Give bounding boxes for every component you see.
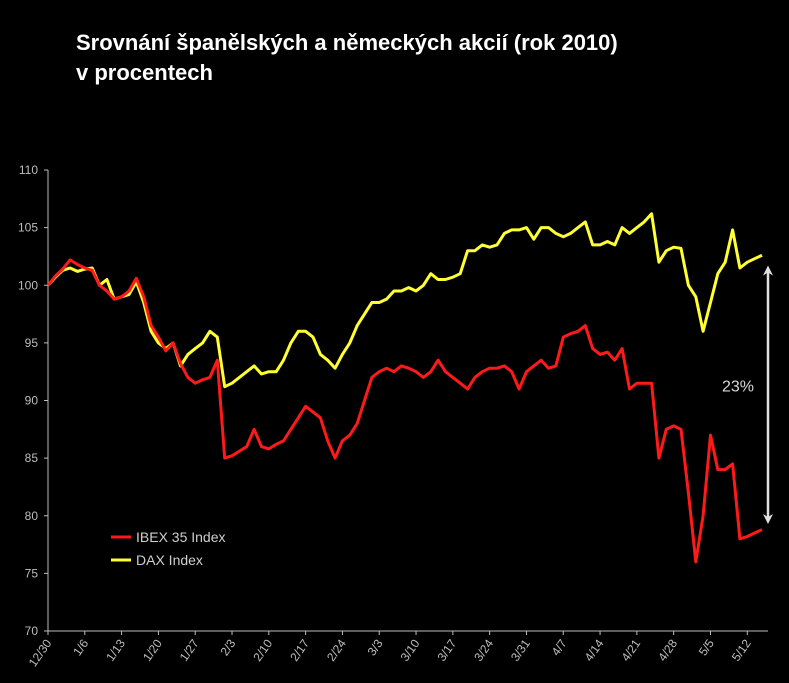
x-tick-label: 3/17 [434, 636, 459, 663]
x-tick-label: 1/27 [177, 636, 202, 663]
y-tick-label: 85 [25, 451, 39, 465]
y-tick-label: 110 [19, 163, 38, 177]
x-tick-label: 3/24 [471, 636, 496, 663]
x-tick-label: 3/10 [398, 636, 423, 663]
y-tick-label: 90 [25, 394, 39, 408]
ibex-35-line [46, 258, 763, 564]
x-tick-label: 2/3 [217, 636, 238, 658]
x-tick-label: 12/30 [26, 636, 55, 669]
x-tick-label: 4/14 [582, 636, 607, 663]
legend-label-dax: DAX Index [136, 552, 203, 568]
legend-label-ibex: IBEX 35 Index [136, 529, 226, 545]
chart-subtitle: v procentech [76, 60, 213, 85]
y-tick-label: 70 [25, 624, 39, 638]
x-tick-label: 4/21 [618, 636, 643, 663]
dax-line [46, 212, 763, 389]
x-tick-label: 3/31 [508, 636, 533, 663]
x-tick-label: 2/17 [287, 636, 312, 663]
legend: IBEX 35 Index DAX Index [111, 529, 226, 568]
x-tick-label: 4/28 [655, 636, 680, 663]
y-tick-label: 100 [18, 278, 38, 292]
chart-title-block: Srovnání španělských a německých akcií (… [76, 28, 776, 88]
plot-area [46, 212, 763, 564]
y-tick-label: 95 [25, 336, 39, 350]
y-tick-label: 80 [25, 509, 39, 523]
x-tick-label: 1/13 [103, 636, 128, 663]
y-tick-label: 105 [18, 221, 38, 235]
chart-title: Srovnání španělských a německých akcií (… [76, 30, 618, 55]
x-tick-label: 2/24 [324, 636, 349, 663]
x-tick-label: 4/7 [549, 636, 570, 658]
x-tick-label: 3/3 [365, 636, 386, 658]
x-tick-label: 5/12 [729, 636, 754, 663]
annotation-group: 23% [722, 265, 773, 524]
x-tick-label: 1/6 [70, 636, 91, 658]
y-tick-label: 75 [25, 566, 39, 580]
x-tick-label: 1/20 [140, 636, 165, 663]
x-tick-label: 5/5 [696, 636, 717, 658]
x-tick-label: 2/10 [250, 636, 275, 663]
difference-label: 23% [722, 378, 754, 395]
